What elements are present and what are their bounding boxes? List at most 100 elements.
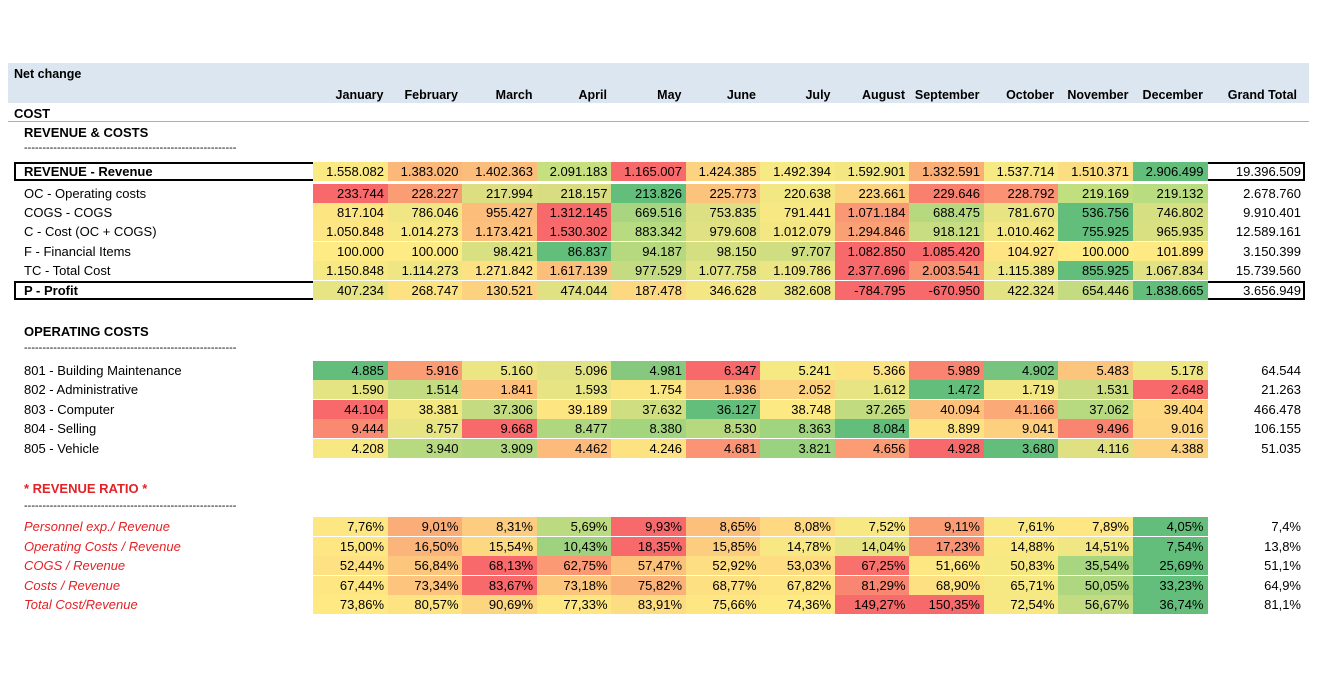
table-cell[interactable]: 1.050.848 <box>313 222 388 241</box>
table-cell[interactable]: 4,05% <box>1132 517 1208 536</box>
table-cell[interactable]: 1.754 <box>611 380 686 399</box>
table-cell[interactable]: 8.899 <box>909 419 984 438</box>
table-cell[interactable]: 1.936 <box>685 380 761 399</box>
table-cell[interactable]: 218.157 <box>536 184 612 203</box>
grand-total-cell[interactable]: 19.396.509 <box>1235 164 1301 179</box>
table-cell[interactable]: 8.084 <box>834 419 910 438</box>
table-cell[interactable]: 225.773 <box>685 184 761 203</box>
table-cell[interactable]: 654.446 <box>1058 281 1133 300</box>
table-cell[interactable]: 37.265 <box>834 400 910 419</box>
table-cell[interactable]: 3.940 <box>387 439 463 458</box>
table-cell[interactable]: 1.077.758 <box>685 261 761 280</box>
table-cell[interactable]: 65,71% <box>983 576 1059 595</box>
table-cell[interactable]: 1.067.834 <box>1132 261 1208 280</box>
table-cell[interactable]: 9,93% <box>611 517 686 536</box>
table-cell[interactable]: 228.227 <box>387 184 463 203</box>
table-cell[interactable]: 5.241 <box>760 361 835 380</box>
table-cell[interactable]: 220.638 <box>760 184 835 203</box>
table-cell[interactable]: 5.989 <box>909 361 984 380</box>
grand-total-cell[interactable]: 64.544 <box>1261 363 1301 378</box>
table-cell[interactable]: 73,86% <box>313 595 388 614</box>
table-cell[interactable]: 6.347 <box>685 361 761 380</box>
table-cell[interactable]: 14,88% <box>983 537 1059 556</box>
table-cell[interactable]: 15,54% <box>462 537 537 556</box>
table-cell[interactable]: 219.132 <box>1132 184 1208 203</box>
table-cell[interactable]: 688.475 <box>909 203 984 222</box>
table-cell[interactable]: 1.010.462 <box>983 222 1059 241</box>
table-cell[interactable]: 883.342 <box>611 222 686 241</box>
table-cell[interactable]: 2.906.499 <box>1132 162 1208 181</box>
table-cell[interactable]: 5,69% <box>536 517 612 536</box>
table-cell[interactable]: 977.529 <box>611 261 686 280</box>
table-cell[interactable]: 346.628 <box>685 281 761 300</box>
table-cell[interactable]: 53,03% <box>760 556 835 575</box>
table-cell[interactable]: 1.071.184 <box>834 203 910 222</box>
table-cell[interactable]: 1.150.848 <box>313 261 388 280</box>
table-cell[interactable]: 1.294.846 <box>834 222 910 241</box>
table-cell[interactable]: 83,91% <box>611 595 686 614</box>
table-cell[interactable]: 39.189 <box>536 400 612 419</box>
table-cell[interactable]: 4.681 <box>685 439 761 458</box>
table-cell[interactable]: 38.748 <box>760 400 835 419</box>
table-cell[interactable]: 4.885 <box>313 361 388 380</box>
table-cell[interactable]: 39.404 <box>1132 400 1208 419</box>
table-cell[interactable]: 1.612 <box>834 380 910 399</box>
table-cell[interactable]: 4.116 <box>1058 439 1133 458</box>
table-cell[interactable]: 35,54% <box>1058 556 1133 575</box>
table-cell[interactable]: 37.632 <box>611 400 686 419</box>
table-cell[interactable]: 1.841 <box>462 380 537 399</box>
table-cell[interactable]: 86.837 <box>536 242 612 261</box>
grand-total-cell[interactable]: 106.155 <box>1254 421 1301 436</box>
table-cell[interactable]: 1.514 <box>387 380 463 399</box>
table-cell[interactable]: 1.537.714 <box>983 162 1059 181</box>
table-cell[interactable]: 18,35% <box>611 537 686 556</box>
table-cell[interactable]: 100.000 <box>313 242 388 261</box>
table-cell[interactable]: 33,23% <box>1132 576 1208 595</box>
table-cell[interactable]: 50,83% <box>983 556 1059 575</box>
table-cell[interactable]: 955.427 <box>462 203 537 222</box>
table-cell[interactable]: 77,33% <box>536 595 612 614</box>
table-cell[interactable]: 474.044 <box>536 281 612 300</box>
table-cell[interactable]: 52,44% <box>313 556 388 575</box>
table-cell[interactable]: 74,36% <box>760 595 835 614</box>
table-cell[interactable]: 3.821 <box>760 439 835 458</box>
table-cell[interactable]: 101.899 <box>1132 242 1208 261</box>
table-cell[interactable]: 14,78% <box>760 537 835 556</box>
table-cell[interactable]: 130.521 <box>462 281 537 300</box>
table-cell[interactable]: 229.646 <box>909 184 984 203</box>
table-cell[interactable]: 753.835 <box>685 203 761 222</box>
table-cell[interactable]: 1.312.145 <box>536 203 612 222</box>
table-cell[interactable]: 41.166 <box>983 400 1059 419</box>
table-cell[interactable]: 536.756 <box>1058 203 1133 222</box>
table-cell[interactable]: 213.826 <box>611 184 686 203</box>
table-cell[interactable]: 9.016 <box>1132 419 1208 438</box>
table-cell[interactable]: 149,27% <box>834 595 910 614</box>
table-cell[interactable]: 1.424.385 <box>685 162 761 181</box>
table-cell[interactable]: 1.530.302 <box>536 222 612 241</box>
table-cell[interactable]: 150,35% <box>909 595 984 614</box>
table-cell[interactable]: 37.062 <box>1058 400 1133 419</box>
table-cell[interactable]: 1.510.371 <box>1058 162 1133 181</box>
table-cell[interactable]: -670.950 <box>909 281 984 300</box>
table-cell[interactable]: 1.531 <box>1058 380 1133 399</box>
table-cell[interactable]: 223.661 <box>834 184 910 203</box>
table-cell[interactable]: 37.306 <box>462 400 537 419</box>
table-cell[interactable]: 228.792 <box>983 184 1059 203</box>
table-cell[interactable]: 17,23% <box>909 537 984 556</box>
table-cell[interactable]: 979.608 <box>685 222 761 241</box>
table-cell[interactable]: 14,04% <box>834 537 910 556</box>
table-cell[interactable]: 15,85% <box>685 537 761 556</box>
table-cell[interactable]: 9,11% <box>909 517 984 536</box>
table-cell[interactable]: 14,51% <box>1058 537 1133 556</box>
table-cell[interactable]: 422.324 <box>983 281 1059 300</box>
table-cell[interactable]: 5.483 <box>1058 361 1133 380</box>
table-cell[interactable]: 1.332.591 <box>909 162 984 181</box>
table-cell[interactable]: 4.928 <box>909 439 984 458</box>
table-cell[interactable]: 781.670 <box>983 203 1059 222</box>
table-cell[interactable]: 80,57% <box>387 595 463 614</box>
table-cell[interactable]: 2.377.696 <box>834 261 910 280</box>
table-cell[interactable]: 50,05% <box>1058 576 1133 595</box>
table-cell[interactable]: 81,29% <box>834 576 910 595</box>
table-cell[interactable]: 1.082.850 <box>834 242 910 261</box>
grand-total-cell[interactable]: 13,8% <box>1264 539 1301 554</box>
